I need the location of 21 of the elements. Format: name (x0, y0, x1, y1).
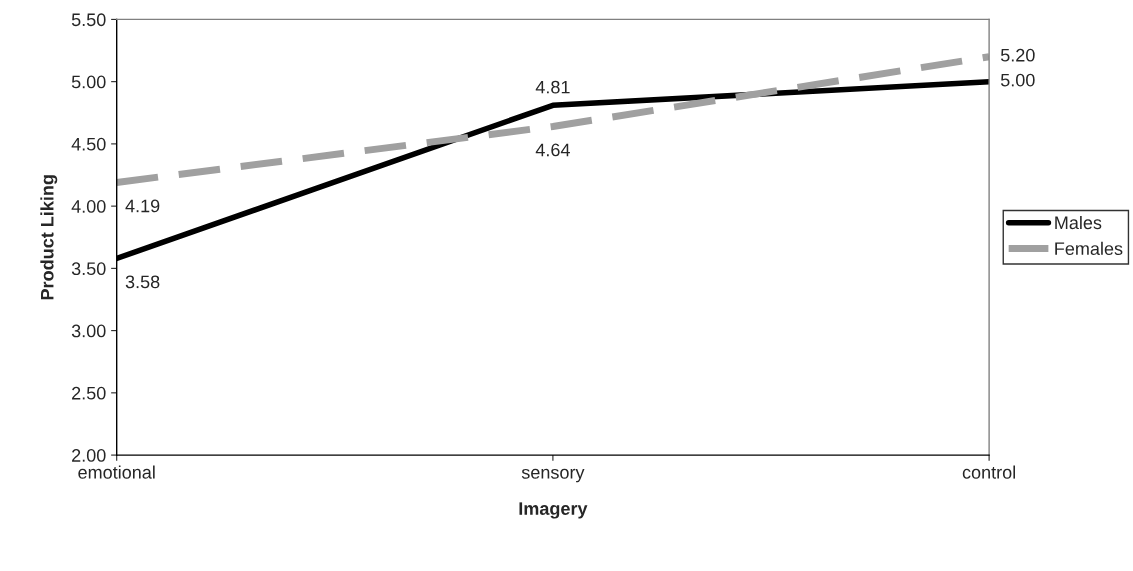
legend-label: Females (1055, 241, 1123, 256)
data-label: 5.20 (1000, 48, 1035, 62)
x-axis-title: Imagery (519, 502, 588, 519)
x-tick-label: sensory (521, 468, 585, 483)
y-tick-label: 3.50 (71, 262, 106, 276)
y-tick-label: 4.50 (71, 137, 106, 151)
y-axis-title: Product Liking (40, 175, 58, 300)
data-label: 5.00 (1000, 73, 1035, 87)
y-tick-label: 4.00 (71, 200, 106, 213)
data-label: 3.58 (125, 275, 160, 289)
data-label: 4.64 (535, 143, 570, 157)
y-tick-label: 3.00 (71, 324, 106, 338)
data-label: 4.19 (125, 199, 160, 213)
y-tick-label: 2.50 (72, 386, 106, 400)
y-tick-label: 5.50 (71, 13, 106, 27)
legend-label: Males (1055, 215, 1102, 230)
y-tick-label: 5.00 (71, 75, 106, 89)
data-label: 4.81 (535, 80, 570, 94)
y-tick-label: 2.00 (72, 449, 106, 462)
x-tick-label: emotional (78, 465, 155, 479)
x-tick-label: control (962, 465, 1015, 479)
